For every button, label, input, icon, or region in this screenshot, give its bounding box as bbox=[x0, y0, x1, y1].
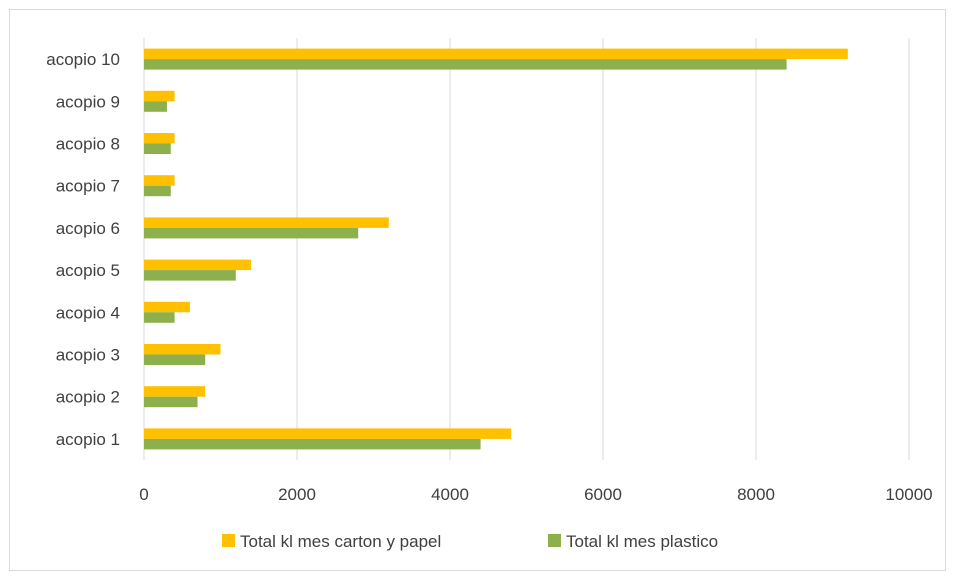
x-tick-label: 10000 bbox=[885, 485, 932, 504]
bar-acopio-1-plastico bbox=[144, 438, 481, 450]
legend-swatch bbox=[548, 534, 561, 547]
category-label: acopio 9 bbox=[56, 92, 120, 111]
category-label: acopio 1 bbox=[56, 430, 120, 449]
bar-acopio-9-plastico bbox=[144, 101, 167, 112]
category-label: acopio 5 bbox=[56, 261, 120, 280]
legend-label: Total kl mes plastico bbox=[566, 532, 718, 551]
bar-acopio-6-plastico bbox=[144, 227, 359, 239]
bar-acopio-9-carton bbox=[144, 90, 175, 102]
category-label: acopio 2 bbox=[56, 388, 120, 407]
bar-acopio-7-carton bbox=[144, 175, 175, 186]
bar-acopio-8-carton bbox=[144, 133, 175, 144]
bar-acopio-2-carton bbox=[144, 386, 206, 397]
bar-acopio-5-plastico bbox=[144, 270, 236, 281]
x-tick-label: 4000 bbox=[431, 485, 469, 504]
x-axis-tick-labels: 0 2000 4000 6000 8000 10000 bbox=[139, 485, 932, 504]
bar-acopio-1-carton bbox=[144, 428, 512, 439]
legend-swatch bbox=[222, 534, 235, 547]
bar-acopio-8-plastico bbox=[144, 143, 171, 154]
category-label: acopio 4 bbox=[56, 303, 120, 322]
bar-acopio-7-plastico bbox=[144, 185, 171, 197]
gridlines bbox=[143, 38, 910, 460]
bars bbox=[144, 48, 848, 450]
category-label: acopio 10 bbox=[46, 50, 120, 69]
x-tick-label: 6000 bbox=[584, 485, 622, 504]
bar-acopio-4-plastico bbox=[144, 312, 175, 323]
bar-acopio-5-carton bbox=[144, 259, 252, 271]
category-label: acopio 3 bbox=[56, 346, 120, 365]
x-tick-label: 0 bbox=[139, 485, 148, 504]
x-tick-label: 2000 bbox=[278, 485, 316, 504]
category-label: acopio 8 bbox=[56, 135, 120, 154]
bar-acopio-2-plastico bbox=[144, 396, 198, 408]
legend: Total kl mes carton y papel Total kl mes … bbox=[222, 532, 718, 551]
x-tick-label: 8000 bbox=[737, 485, 775, 504]
bar-acopio-10-carton bbox=[144, 48, 848, 60]
bar-acopio-3-plastico bbox=[144, 354, 206, 365]
bar-acopio-4-carton bbox=[144, 301, 190, 313]
category-label: acopio 7 bbox=[56, 177, 120, 196]
legend-label: Total kl mes carton y papel bbox=[240, 532, 441, 551]
bar-acopio-10-plastico bbox=[144, 59, 787, 70]
category-label: acopio 6 bbox=[56, 219, 120, 238]
bar-acopio-3-carton bbox=[144, 344, 221, 355]
bar-acopio-6-carton bbox=[144, 217, 389, 228]
category-labels: acopio 1 acopio 2 acopio 3 acopio 4 acopio 5… bbox=[46, 50, 120, 449]
